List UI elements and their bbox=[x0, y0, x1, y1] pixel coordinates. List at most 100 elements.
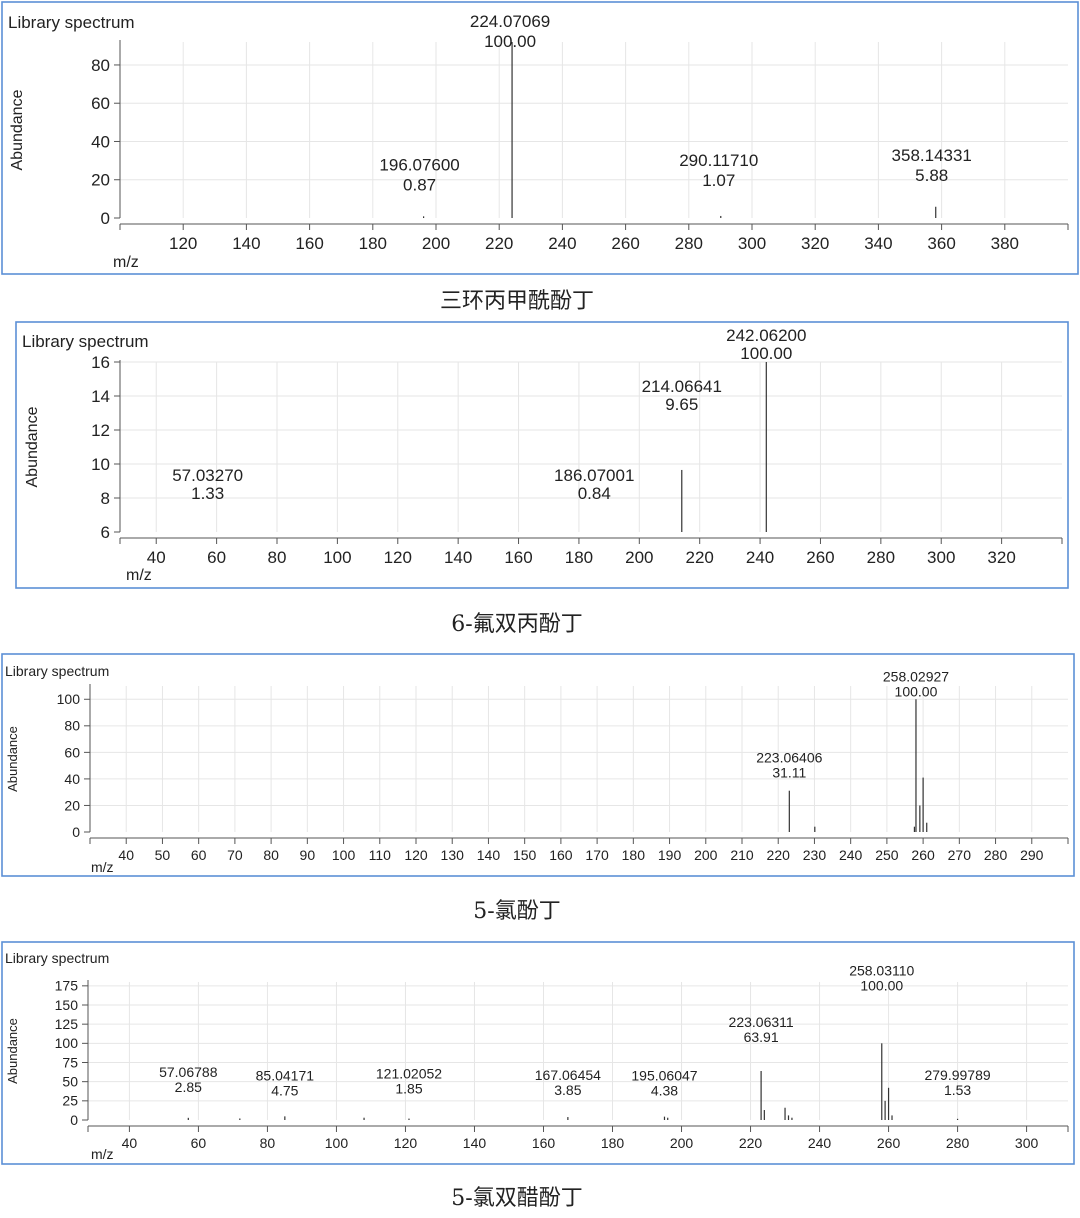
x-tick-label: 40 bbox=[147, 548, 166, 567]
gridlines bbox=[120, 361, 1062, 532]
x-tick-label: 80 bbox=[260, 1135, 276, 1151]
x-tick-label: 280 bbox=[984, 847, 1008, 863]
x-tick-label: 220 bbox=[739, 1135, 763, 1151]
panel-title: Library spectrum bbox=[5, 663, 109, 679]
peak-intensity-label: 0.87 bbox=[403, 175, 436, 194]
y-tick-label: 0 bbox=[72, 824, 80, 840]
x-tick-label: 140 bbox=[463, 1135, 487, 1151]
y-tick-label: 75 bbox=[62, 1054, 78, 1070]
figure-caption: 5-氯双醋酚丁 bbox=[451, 1186, 582, 1211]
peak-mz-label: 258.02927 bbox=[883, 668, 949, 684]
peak-mz-label: 196.07600 bbox=[379, 155, 459, 174]
x-tick-label: 380 bbox=[991, 234, 1019, 253]
x-tick-label: 240 bbox=[808, 1135, 832, 1151]
x-tick-label: 250 bbox=[875, 847, 899, 863]
panel-frame bbox=[15, 321, 1069, 589]
x-tick-label: 220 bbox=[485, 234, 513, 253]
x-tick-label: 190 bbox=[658, 847, 682, 863]
x-tick-label: 100 bbox=[325, 1135, 349, 1151]
x-tick-label: 280 bbox=[867, 548, 895, 567]
peak-mz-label: 214.06641 bbox=[642, 377, 722, 396]
y-tick-label: 150 bbox=[55, 997, 79, 1013]
peak-mz-label: 85.04171 bbox=[256, 1067, 315, 1083]
x-tick-label: 270 bbox=[948, 847, 972, 863]
x-tick-label: 260 bbox=[911, 847, 935, 863]
peak-intensity-label: 2.85 bbox=[175, 1079, 202, 1095]
peak-intensity-label: 100.00 bbox=[860, 977, 903, 993]
x-tick-label: 340 bbox=[864, 234, 892, 253]
y-tick-label: 80 bbox=[91, 56, 110, 75]
x-tick-label: 300 bbox=[927, 548, 955, 567]
x-tick-label: 280 bbox=[946, 1135, 970, 1151]
peak-mz-label: 186.07001 bbox=[554, 466, 634, 485]
peak-intensity-label: 5.88 bbox=[915, 166, 948, 185]
x-tick-label: 170 bbox=[585, 847, 609, 863]
y-tick-label: 60 bbox=[64, 744, 80, 760]
x-tick-label: 140 bbox=[477, 847, 501, 863]
x-tick-label: 180 bbox=[565, 548, 593, 567]
x-tick-label: 240 bbox=[746, 548, 774, 567]
gridlines bbox=[120, 42, 1068, 218]
x-tick-label: 220 bbox=[767, 847, 791, 863]
peak-intensity-label: 1.53 bbox=[944, 1082, 971, 1098]
y-axis-label: Abundance bbox=[5, 726, 20, 792]
peak-mz-label: 290.11710 bbox=[679, 151, 758, 170]
y-tick-label: 100 bbox=[57, 691, 81, 707]
peak-intensity-label: 100.00 bbox=[895, 683, 938, 699]
figure-caption: 6-氟双丙酚丁 bbox=[451, 612, 582, 637]
peak-intensity-label: 100.00 bbox=[740, 344, 792, 363]
panel-title: Library spectrum bbox=[5, 950, 109, 966]
x-tick-label: 160 bbox=[504, 548, 532, 567]
x-tick-label: 260 bbox=[877, 1135, 901, 1151]
x-tick-label: 260 bbox=[806, 548, 834, 567]
peak-intensity-label: 4.75 bbox=[271, 1082, 298, 1098]
peak-mz-label: 223.06311 bbox=[729, 1014, 794, 1030]
peak-intensity-label: 63.91 bbox=[744, 1029, 779, 1045]
x-tick-label: 140 bbox=[232, 234, 260, 253]
figure-caption: 5-氯酚丁 bbox=[473, 899, 560, 924]
peak-intensity-label: 1.07 bbox=[702, 171, 735, 190]
y-axis-label: Abundance bbox=[24, 406, 41, 487]
panel-title: Library spectrum bbox=[22, 332, 149, 351]
peak-mz-label: 224.07069 bbox=[470, 12, 550, 31]
spectrum-panel-2: 6 8 10 12 14 16 40 60 80 100 120 140 160 180 200 220 240… bbox=[15, 321, 1069, 589]
x-tick-label: 200 bbox=[422, 234, 450, 253]
x-tick-label: 120 bbox=[384, 548, 412, 567]
panel-frame bbox=[1, 653, 1075, 877]
y-tick-label: 0 bbox=[70, 1112, 78, 1128]
x-tick-label: 130 bbox=[441, 847, 465, 863]
peak-intensity-label: 3.85 bbox=[554, 1082, 581, 1098]
y-tick-label: 20 bbox=[64, 797, 80, 813]
y-tick-label: 100 bbox=[55, 1035, 79, 1051]
y-tick-label: 6 bbox=[101, 523, 110, 542]
x-tick-label: 120 bbox=[394, 1135, 418, 1151]
x-tick-label: 60 bbox=[191, 847, 207, 863]
gridlines bbox=[88, 982, 1068, 1120]
y-tick-label: 25 bbox=[62, 1093, 78, 1109]
peak-mz-label: 358.14331 bbox=[892, 146, 972, 165]
y-tick-label: 0 bbox=[101, 209, 110, 228]
peak-mz-label: 57.03270 bbox=[172, 466, 243, 485]
x-tick-label: 80 bbox=[268, 548, 287, 567]
spectrum-panel-4: 0 25 50 75 100 125 150 175 40 60 80 100 120 140 160 180… bbox=[1, 941, 1075, 1165]
y-tick-label: 40 bbox=[91, 132, 110, 151]
peak-intensity-label: 100.00 bbox=[484, 32, 536, 51]
x-tick-label: 40 bbox=[118, 847, 134, 863]
x-tick-label: 300 bbox=[1015, 1135, 1039, 1151]
x-tick-label: 90 bbox=[300, 847, 316, 863]
peak-mz-label: 195.06047 bbox=[631, 1068, 697, 1084]
x-tick-label: 120 bbox=[169, 234, 197, 253]
x-tick-label: 100 bbox=[332, 847, 356, 863]
x-tick-label: 200 bbox=[625, 548, 653, 567]
peak-intensity-label: 9.65 bbox=[665, 395, 698, 414]
peak-mz-label: 279.99789 bbox=[924, 1067, 990, 1083]
x-tick-label: 240 bbox=[839, 847, 863, 863]
x-tick-label: 290 bbox=[1020, 847, 1044, 863]
x-tick-label: 60 bbox=[191, 1135, 207, 1151]
peak-intensity-label: 0.84 bbox=[578, 484, 611, 503]
peak-mz-label: 223.06406 bbox=[756, 750, 822, 766]
x-tick-label: 260 bbox=[611, 234, 639, 253]
y-tick-label: 16 bbox=[91, 353, 110, 372]
x-tick-label: 320 bbox=[987, 548, 1015, 567]
